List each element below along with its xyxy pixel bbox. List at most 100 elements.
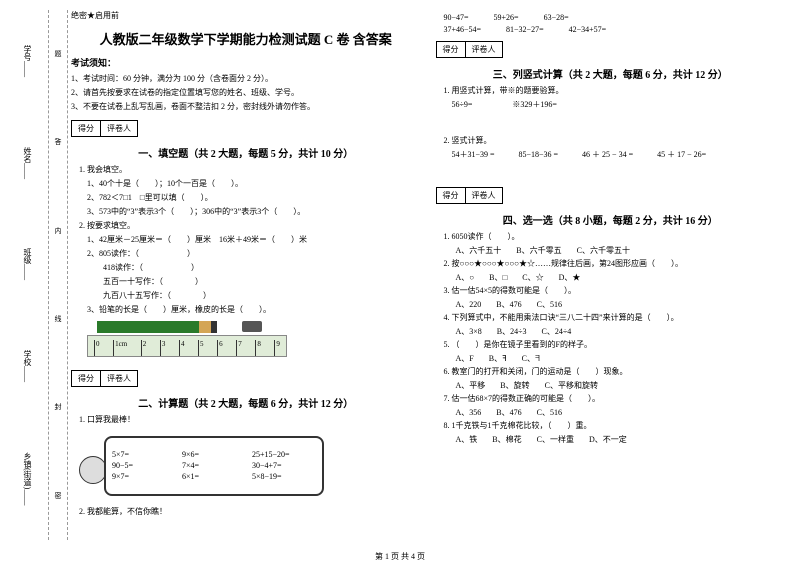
- sidebar-xuehao: 学号____: [22, 45, 33, 77]
- snake-cell: 5×8−19=: [252, 472, 316, 481]
- s1-q2e: 九百八十五写作：（ ）: [87, 290, 421, 302]
- s2-q2: 2. 我都能算，不信你瞧！: [79, 506, 421, 518]
- opt: A、F: [456, 353, 474, 364]
- opt: C、24÷4: [542, 326, 572, 337]
- grader-label: 评卷人: [466, 188, 502, 203]
- mark-nei: 内: [55, 226, 62, 236]
- opt: C、六千零五十: [577, 245, 630, 256]
- snake-figure: 5×7= 9×6= 25+15−20= 90−5= 7×4= 30−4+7= 9…: [79, 431, 329, 501]
- exam-title: 人教版二年级数学下学期能力检测试题 C 卷 含答案: [71, 29, 421, 48]
- notice-heading: 考试须知：: [71, 56, 421, 69]
- grader-label: 评卷人: [466, 42, 502, 57]
- eraser-icon: [242, 321, 262, 332]
- s1-q2c: 418读作：（ ）: [87, 262, 421, 274]
- opt: A、铁: [456, 434, 478, 445]
- s4-q3-opts: A、220 B、476 C、516: [456, 299, 786, 310]
- s3-q2: 2. 竖式计算。: [444, 135, 786, 147]
- calc-row-2: 37+46−54= 81−32−27= 42−34+57=: [444, 25, 786, 34]
- s4-q1-opts: A、六千五十 B、六千零五 C、六千零五十: [456, 245, 786, 256]
- snake-cell: 90−5=: [112, 461, 176, 470]
- s4-q1: 1. 6050读作（ ）。: [444, 231, 786, 243]
- sidebar-xiangzhen: 乡镇(街道)____: [22, 452, 33, 505]
- ruler-marks: 0 1cm 2 3 4 5 6 7 8 9: [94, 340, 280, 356]
- s4-q8-opts: A、铁 B、棉花 C、一样重 D、不一定: [456, 434, 786, 445]
- snake-cell: 25+15−20=: [252, 450, 316, 459]
- s4-q6: 6. 教室门的打开和关闭，门的运动是（ ）现象。: [444, 366, 786, 378]
- score-label: 得分: [437, 42, 466, 57]
- ruler-figure: 0 1cm 2 3 4 5 6 7 8 9: [87, 321, 287, 361]
- opt: B、棉花: [492, 434, 521, 445]
- s1-q1c: 3、573中的“3”表示3个（ ）；306中的“3”表示3个（ ）。: [87, 206, 421, 218]
- snake-cell: 30−4+7=: [252, 461, 316, 470]
- mark-da: 答: [55, 137, 62, 147]
- mark-feng: 封: [55, 402, 62, 412]
- calc-item: 90−47=: [444, 13, 469, 22]
- score-box-4: 得分 评卷人: [436, 187, 503, 204]
- s1-q2: 2. 按要求填空。: [79, 220, 421, 232]
- s3-q2a: 54＋31−39 = 85−18−36 = 46 ＋ 25 − 34 = 45 …: [452, 149, 786, 161]
- opt: C、平移和旋转: [545, 380, 598, 391]
- ruler-mark: 5: [198, 340, 204, 356]
- calc-item: 63−28=: [544, 13, 569, 22]
- section-2-title: 二、计算题（共 2 大题，每题 6 分，共计 12 分）: [71, 395, 421, 410]
- calc-item: 59+26=: [494, 13, 519, 22]
- opt: C、☆: [522, 272, 543, 283]
- s4-q5-opts: A、F B、ꟻ C、ᖷ: [456, 353, 786, 364]
- pencil-icon: [97, 321, 217, 333]
- s1-q1a: 1、40个十是（ ）；10个一百是（ ）。: [87, 178, 421, 190]
- mark-ti: 题: [55, 49, 62, 59]
- section-3-title: 三、列竖式计算（共 2 大题，每题 6 分，共计 12 分）: [436, 66, 786, 81]
- ruler-mark: 8: [255, 340, 261, 356]
- snake-head-icon: [79, 456, 107, 484]
- opt: B、476: [496, 299, 521, 310]
- score-label: 得分: [72, 121, 101, 136]
- opt: B、□: [489, 272, 507, 283]
- s4-q5: 5. （ ）是你在镜子里看到的F的样子。: [444, 339, 786, 351]
- calc-item: 81−32−27=: [506, 25, 544, 34]
- ruler-body: 0 1cm 2 3 4 5 6 7 8 9: [87, 335, 287, 357]
- mark-xian: 线: [55, 314, 62, 324]
- ruler-mark: 1cm: [113, 340, 127, 356]
- opt: D、不一定: [589, 434, 627, 445]
- score-box-1: 得分 评卷人: [71, 120, 138, 137]
- snake-cell: 9×6=: [182, 450, 246, 459]
- snake-cell: 6×1=: [182, 472, 246, 481]
- score-label: 得分: [437, 188, 466, 203]
- snake-cell: 7×4=: [182, 461, 246, 470]
- notice-1: 1、考试时间：60 分钟，满分为 100 分（含卷面分 2 分）。: [71, 73, 421, 84]
- s4-q2-opts: A、○ B、□ C、☆ D、★: [456, 272, 786, 283]
- ruler-mark: 6: [217, 340, 223, 356]
- s4-q7: 7. 估一估68×7的得数正确的可能是（ ）。: [444, 393, 786, 405]
- ruler-mark: 2: [141, 340, 147, 356]
- sidebar-xuexiao: 学校____: [22, 350, 33, 382]
- ruler-mark: 9: [274, 340, 280, 356]
- seal-line: [48, 10, 49, 540]
- opt: B、24÷3: [497, 326, 527, 337]
- binding-sidebar: 学号____ 姓名____ 班级____ 学校____ 乡镇(街道)____: [15, 10, 45, 540]
- score-box-3: 得分 评卷人: [436, 41, 503, 58]
- s4-q2: 2. 按○○○★○○○★○○○★☆……规律往后画，第24图形应画（ ）。: [444, 258, 786, 270]
- opt: A、六千五十: [456, 245, 502, 256]
- ruler-mark: 7: [236, 340, 242, 356]
- s4-q4: 4. 下列算式中，不能用乘法口诀“三八二十四”来计算的是（ ）。: [444, 312, 786, 324]
- snake-cell: 9×7=: [112, 472, 176, 481]
- s4-q3: 3. 估一估54×5的得数可能是（ ）。: [444, 285, 786, 297]
- s1-q2f: 3、铅笔的长是（ ）厘米，橡皮的长是（ ）。: [87, 304, 421, 316]
- content-columns: 绝密★启用前 人教版二年级数学下学期能力检测试题 C 卷 含答案 考试须知： 1…: [71, 10, 785, 540]
- s4-q6-opts: A、平移 B、旋转 C、平移和旋转: [456, 380, 786, 391]
- mark-mi: 密: [55, 491, 62, 501]
- opt: D、★: [559, 272, 581, 283]
- s2-q1: 1. 口算我最棒！: [79, 414, 421, 426]
- s4-q7-opts: A、356 B、476 C、516: [456, 407, 786, 418]
- s3-q1: 1. 用竖式计算，带※的题要验算。: [444, 85, 786, 97]
- ruler-mark: 3: [160, 340, 166, 356]
- opt: B、旋转: [500, 380, 529, 391]
- s1-q1: 1. 我会填空。: [79, 164, 421, 176]
- right-column: 90−47= 59+26= 63−28= 37+46−54= 81−32−27=…: [436, 10, 786, 540]
- s4-q4-opts: A、3×8 B、24÷3 C、24÷4: [456, 326, 786, 337]
- opt: A、3×8: [456, 326, 482, 337]
- opt: A、平移: [456, 380, 486, 391]
- s1-q2b: 2、805读作：（ ）: [87, 248, 421, 260]
- s3-q1a: 56÷9= ※329＋196=: [452, 99, 786, 111]
- opt: C、516: [537, 299, 562, 310]
